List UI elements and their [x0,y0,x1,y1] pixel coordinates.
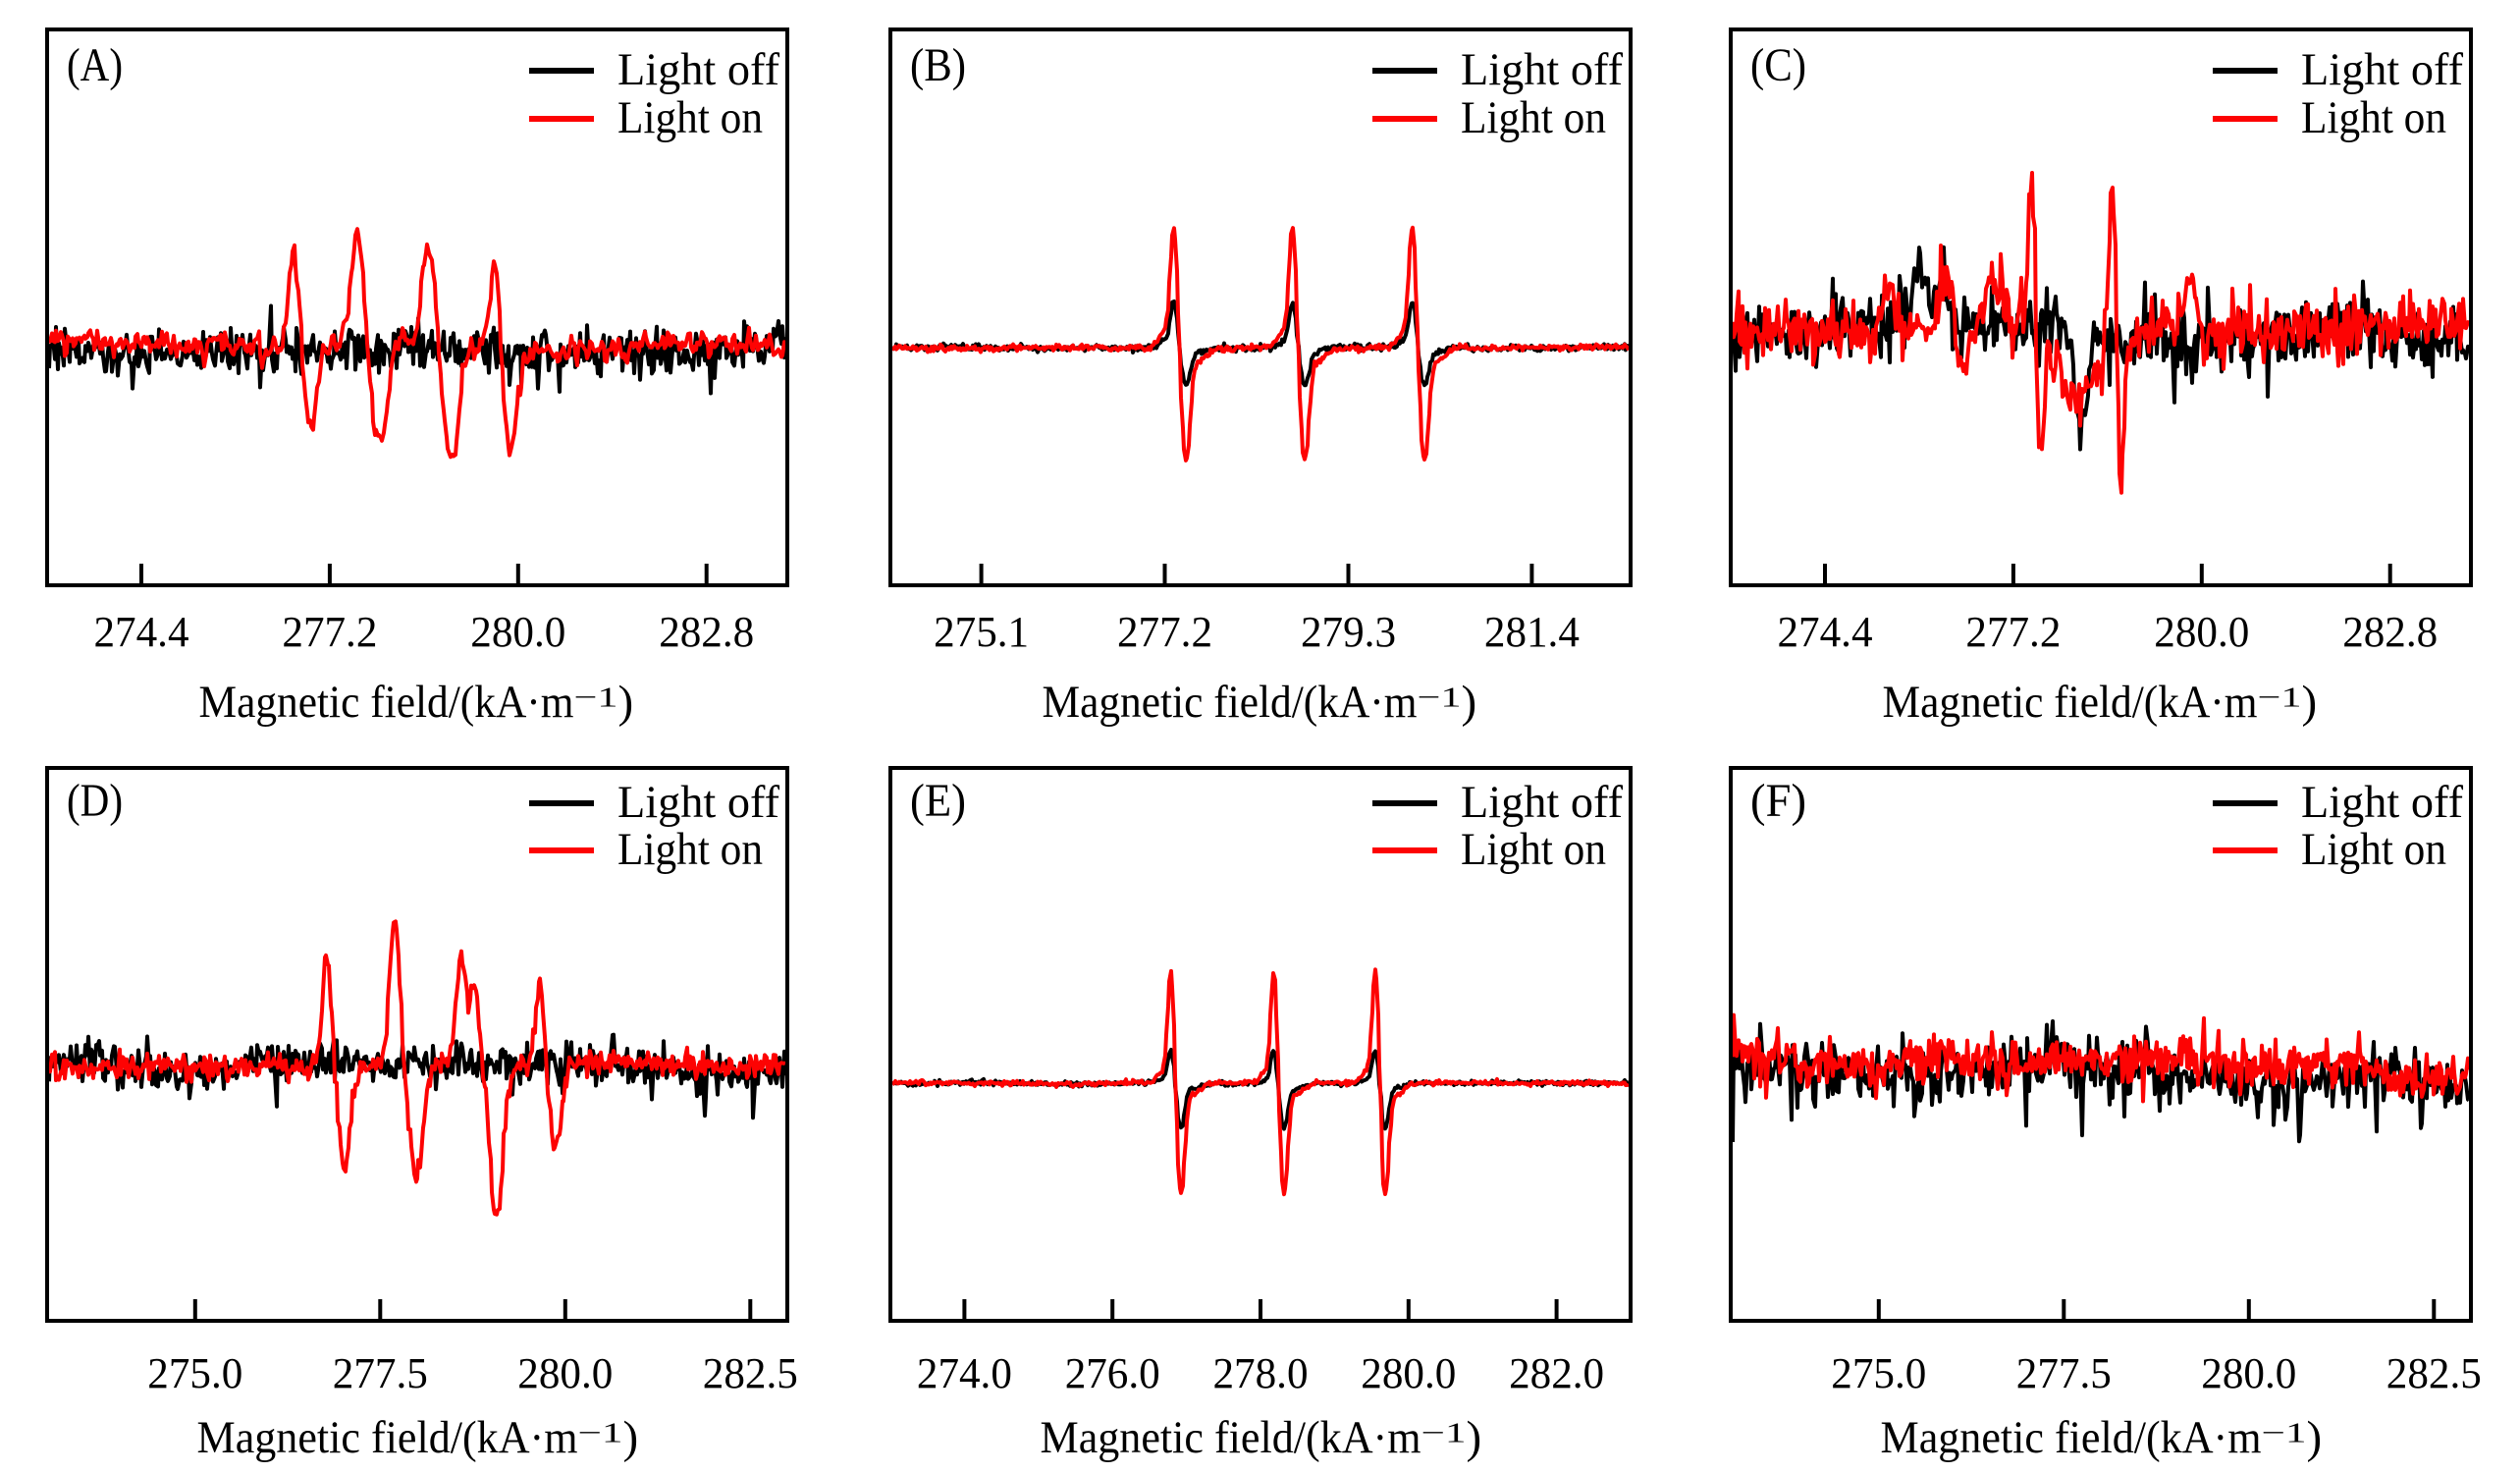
svg-text:Light on: Light on [2301,824,2446,875]
svg-text:280.0: 280.0 [517,1349,613,1397]
svg-text:Magnetic field/(kA·m: Magnetic field/(kA·m [1041,1412,1421,1463]
svg-text:Magnetic field/(kA·m: Magnetic field/(kA·m [1043,677,1418,728]
svg-text:275.0: 275.0 [1831,1349,1926,1397]
svg-text:Light off: Light off [1461,777,1623,828]
svg-text:(C): (C) [1750,39,1806,91]
svg-text:282.8: 282.8 [2342,608,2438,656]
svg-text:): ) [1462,677,1477,728]
svg-text:(A): (A) [67,39,123,91]
svg-text:280.0: 280.0 [2201,1349,2296,1397]
svg-text:Light on: Light on [617,824,763,875]
svg-text:Light on: Light on [1461,824,1606,875]
svg-text:(D): (D) [67,775,123,827]
svg-text:279.3: 279.3 [1301,608,1396,656]
svg-text:Light off: Light off [617,777,779,828]
svg-text:−1: −1 [574,682,618,714]
svg-text:278.0: 278.0 [1213,1349,1309,1397]
svg-text:(B): (B) [910,39,966,91]
svg-text:(E): (E) [910,775,966,827]
svg-text:Magnetic field/(kA·m: Magnetic field/(kA·m [197,1412,578,1463]
svg-text:Light off: Light off [617,44,779,95]
svg-text:281.4: 281.4 [1484,608,1580,656]
svg-text:282.0: 282.0 [1509,1349,1604,1397]
svg-text:Magnetic field/(kA·m: Magnetic field/(kA·m [199,677,574,728]
svg-text:−1: −1 [578,1418,623,1449]
svg-text:274.0: 274.0 [917,1349,1012,1397]
svg-text:): ) [2302,677,2318,728]
svg-text:276.0: 276.0 [1065,1349,1160,1397]
svg-text:274.4: 274.4 [94,608,189,656]
svg-text:280.0: 280.0 [2154,608,2249,656]
svg-text:Light on: Light on [617,92,763,143]
svg-text:): ) [623,1412,639,1463]
svg-text:−1: −1 [1421,1418,1467,1449]
svg-text:277.2: 277.2 [1117,608,1212,656]
svg-text:275.1: 275.1 [934,608,1029,656]
svg-text:−1: −1 [2262,1418,2307,1449]
svg-text:277.2: 277.2 [1965,608,2061,656]
svg-text:): ) [2307,1412,2323,1463]
svg-text:Light on: Light on [2301,92,2446,143]
svg-text:275.0: 275.0 [147,1349,242,1397]
svg-text:282.5: 282.5 [703,1349,798,1397]
svg-text:(F): (F) [1750,775,1806,827]
svg-text:Light off: Light off [2301,777,2463,828]
svg-text:282.5: 282.5 [2386,1349,2482,1397]
svg-text:−1: −1 [2258,682,2302,714]
svg-text:277.5: 277.5 [333,1349,428,1397]
svg-text:Magnetic field/(kA·m: Magnetic field/(kA·m [1881,1412,2262,1463]
svg-text:277.5: 277.5 [2016,1349,2112,1397]
svg-text:277.2: 277.2 [282,608,377,656]
svg-text:280.0: 280.0 [1361,1349,1456,1397]
svg-text:282.8: 282.8 [659,608,754,656]
svg-text:Light off: Light off [2301,44,2463,95]
svg-text:Light on: Light on [1461,92,1606,143]
svg-text:274.4: 274.4 [1778,608,1873,656]
svg-text:280.0: 280.0 [470,608,565,656]
svg-text:): ) [618,677,634,728]
svg-text:): ) [1467,1412,1482,1463]
svg-text:Magnetic field/(kA·m: Magnetic field/(kA·m [1883,677,2258,728]
svg-text:Light off: Light off [1461,44,1623,95]
svg-text:−1: −1 [1418,682,1462,714]
